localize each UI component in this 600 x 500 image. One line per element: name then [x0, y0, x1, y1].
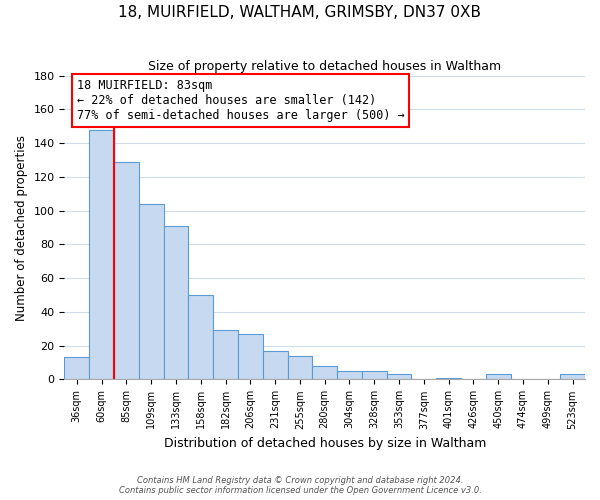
- Bar: [263, 350, 287, 380]
- Text: 18 MUIRFIELD: 83sqm
← 22% of detached houses are smaller (142)
77% of semi-detac: 18 MUIRFIELD: 83sqm ← 22% of detached ho…: [77, 79, 404, 122]
- Bar: [164, 226, 188, 380]
- Title: Size of property relative to detached houses in Waltham: Size of property relative to detached ho…: [148, 60, 501, 73]
- Bar: [362, 371, 386, 380]
- Bar: [486, 374, 511, 380]
- Bar: [238, 334, 263, 380]
- Bar: [64, 358, 89, 380]
- Bar: [139, 204, 164, 380]
- Bar: [436, 378, 461, 380]
- Bar: [114, 162, 139, 380]
- Text: 18, MUIRFIELD, WALTHAM, GRIMSBY, DN37 0XB: 18, MUIRFIELD, WALTHAM, GRIMSBY, DN37 0X…: [119, 5, 482, 20]
- Bar: [188, 295, 213, 380]
- Bar: [213, 330, 238, 380]
- Y-axis label: Number of detached properties: Number of detached properties: [15, 134, 28, 320]
- Text: Contains HM Land Registry data © Crown copyright and database right 2024.
Contai: Contains HM Land Registry data © Crown c…: [119, 476, 481, 495]
- Bar: [337, 371, 362, 380]
- Bar: [386, 374, 412, 380]
- Bar: [560, 374, 585, 380]
- Bar: [287, 356, 313, 380]
- Bar: [89, 130, 114, 380]
- X-axis label: Distribution of detached houses by size in Waltham: Distribution of detached houses by size …: [164, 437, 486, 450]
- Bar: [313, 366, 337, 380]
